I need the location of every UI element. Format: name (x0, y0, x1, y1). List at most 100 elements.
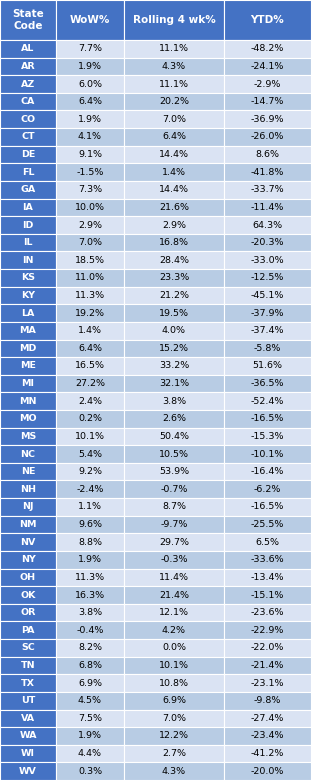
Bar (224, 622, 311, 639)
Bar (224, 0, 311, 40)
Bar (224, 146, 311, 163)
Text: 9.2%: 9.2% (78, 467, 102, 476)
Text: 1.4%: 1.4% (162, 168, 186, 176)
Text: -12.5%: -12.5% (251, 273, 284, 282)
Bar (56, 534, 124, 551)
Text: 14.4%: 14.4% (159, 186, 189, 194)
Bar (124, 0, 224, 40)
Text: 2.9%: 2.9% (78, 221, 102, 229)
Text: 32.1%: 32.1% (159, 379, 189, 388)
Bar (124, 216, 224, 234)
Text: -10.1%: -10.1% (251, 449, 284, 459)
Bar (0, 269, 56, 287)
Bar (56, 181, 124, 199)
Bar (124, 463, 224, 480)
Text: 51.6%: 51.6% (253, 361, 282, 370)
Text: -22.0%: -22.0% (251, 644, 284, 652)
Bar (124, 75, 224, 93)
Text: -45.1%: -45.1% (251, 291, 284, 300)
Text: AR: AR (21, 62, 35, 71)
Bar (0, 480, 56, 498)
Text: 2.6%: 2.6% (162, 414, 186, 424)
Text: 4.5%: 4.5% (78, 697, 102, 705)
Bar (0, 639, 56, 657)
Bar (56, 710, 124, 727)
Bar (224, 710, 311, 727)
Bar (124, 762, 224, 780)
Bar (124, 58, 224, 75)
Text: 20.2%: 20.2% (159, 98, 189, 106)
Bar (56, 587, 124, 604)
Bar (56, 692, 124, 710)
Text: 6.4%: 6.4% (78, 98, 102, 106)
Bar (224, 692, 311, 710)
Text: ID: ID (22, 221, 34, 229)
Bar (124, 674, 224, 692)
Text: -37.4%: -37.4% (251, 326, 284, 335)
Text: 3.8%: 3.8% (78, 608, 102, 617)
Bar (124, 163, 224, 181)
Text: -2.9%: -2.9% (254, 80, 281, 89)
Text: 9.6%: 9.6% (78, 520, 102, 529)
Text: -27.4%: -27.4% (251, 714, 284, 723)
Text: CO: CO (21, 115, 35, 124)
Text: -25.5%: -25.5% (251, 520, 284, 529)
Text: 0.2%: 0.2% (78, 414, 102, 424)
Text: -48.2%: -48.2% (251, 44, 284, 53)
Text: 4.3%: 4.3% (162, 767, 186, 775)
Bar (0, 622, 56, 639)
Text: -36.9%: -36.9% (251, 115, 284, 124)
Bar (124, 516, 224, 534)
Text: 3.8%: 3.8% (162, 397, 186, 406)
Bar (56, 163, 124, 181)
Text: DE: DE (21, 150, 35, 159)
Text: 7.7%: 7.7% (78, 44, 102, 53)
Bar (0, 0, 56, 40)
Bar (224, 128, 311, 146)
Text: NV: NV (20, 537, 36, 547)
Text: -0.7%: -0.7% (160, 485, 188, 494)
Text: 4.1%: 4.1% (78, 133, 102, 141)
Bar (0, 322, 56, 339)
Text: 10.5%: 10.5% (159, 449, 189, 459)
Bar (56, 427, 124, 445)
Text: MN: MN (19, 397, 37, 406)
Text: 11.1%: 11.1% (159, 80, 189, 89)
Text: 4.0%: 4.0% (162, 326, 186, 335)
Text: Rolling 4 wk%: Rolling 4 wk% (132, 15, 216, 25)
Bar (124, 727, 224, 745)
Text: 6.9%: 6.9% (78, 679, 102, 688)
Text: 64.3%: 64.3% (253, 221, 283, 229)
Bar (0, 304, 56, 322)
Text: NY: NY (21, 555, 35, 564)
Text: -0.4%: -0.4% (76, 626, 104, 635)
Text: 11.3%: 11.3% (75, 573, 105, 582)
Text: -41.8%: -41.8% (251, 168, 284, 176)
Text: LA: LA (21, 309, 35, 317)
Text: 1.9%: 1.9% (78, 62, 102, 71)
Bar (124, 392, 224, 410)
Bar (56, 745, 124, 762)
Text: -22.9%: -22.9% (251, 626, 284, 635)
Bar (224, 427, 311, 445)
Text: NE: NE (21, 467, 35, 476)
Bar (224, 463, 311, 480)
Text: 21.6%: 21.6% (159, 203, 189, 212)
Text: -11.4%: -11.4% (251, 203, 284, 212)
Bar (0, 762, 56, 780)
Text: 16.8%: 16.8% (159, 238, 189, 247)
Text: 6.0%: 6.0% (78, 80, 102, 89)
Bar (224, 516, 311, 534)
Bar (56, 674, 124, 692)
Bar (124, 604, 224, 622)
Bar (124, 622, 224, 639)
Bar (224, 93, 311, 111)
Text: 8.6%: 8.6% (256, 150, 280, 159)
Bar (124, 745, 224, 762)
Text: 10.1%: 10.1% (75, 432, 105, 441)
Text: 2.9%: 2.9% (162, 221, 186, 229)
Bar (0, 374, 56, 392)
Bar (124, 128, 224, 146)
Text: 0.0%: 0.0% (162, 644, 186, 652)
Text: -15.3%: -15.3% (251, 432, 284, 441)
